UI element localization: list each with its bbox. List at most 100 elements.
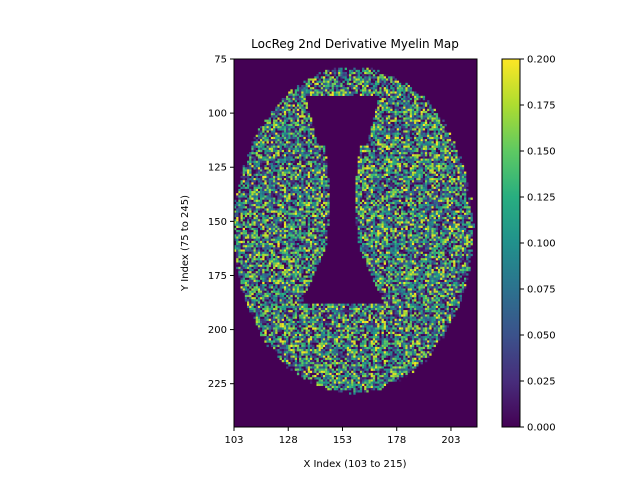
heatmap-cell: [281, 117, 285, 120]
heatmap-cell: [377, 154, 380, 157]
heatmap-cell: [301, 184, 304, 187]
heatmap-cell: [255, 232, 259, 235]
heatmap-cell: [429, 162, 432, 166]
heatmap-cell: [459, 180, 462, 183]
heatmap-cell: [431, 195, 434, 198]
heatmap-cell: [405, 223, 408, 226]
heatmap-cell: [431, 193, 434, 196]
heatmap-cell: [394, 97, 397, 101]
heatmap-cell: [377, 165, 380, 168]
heatmap-cell: [372, 134, 376, 138]
heatmap-cell: [442, 145, 445, 148]
heatmap-cell: [424, 167, 428, 170]
heatmap-cell: [392, 230, 395, 233]
heatmap-cell: [316, 199, 319, 203]
heatmap-cell: [368, 227, 371, 231]
heatmap-cell: [379, 102, 382, 105]
heatmap-cell: [277, 180, 280, 183]
heatmap-cell: [414, 134, 417, 138]
heatmap-cell: [281, 171, 285, 174]
heatmap-cell: [444, 175, 447, 179]
heatmap-cell: [390, 84, 393, 88]
heatmap-cell: [442, 175, 445, 179]
heatmap-cell: [316, 223, 319, 226]
heatmap-cell: [414, 139, 417, 142]
heatmap-cell: [314, 175, 317, 179]
heatmap-cell: [307, 91, 311, 94]
heatmap-cell: [398, 149, 402, 153]
heatmap-cell: [327, 78, 330, 81]
heatmap-cell: [381, 145, 384, 148]
heatmap-cell: [362, 145, 365, 148]
heatmap-cell: [385, 78, 389, 81]
heatmap-cell: [431, 162, 434, 166]
heatmap-cell: [260, 197, 263, 200]
heatmap-cell: [422, 206, 426, 209]
heatmap-cell: [372, 221, 376, 224]
heatmap-cell: [325, 206, 328, 209]
heatmap-cell: [242, 204, 245, 207]
heatmap-cell: [320, 160, 324, 164]
heatmap-cell: [398, 110, 402, 114]
heatmap-cell: [318, 165, 321, 168]
heatmap-cell: [383, 91, 387, 94]
heatmap-cell: [294, 154, 298, 157]
heatmap-cell: [260, 156, 263, 159]
heatmap-cell: [238, 204, 241, 207]
heatmap-cell: [448, 223, 452, 226]
heatmap-cell: [396, 165, 400, 168]
heatmap-cell: [253, 147, 256, 151]
heatmap-cell: [299, 147, 302, 151]
heatmap-cell: [240, 195, 243, 198]
heatmap-cell: [394, 234, 397, 237]
heatmap-cell: [396, 128, 400, 131]
heatmap-cell: [420, 188, 423, 192]
heatmap-cell: [405, 225, 408, 228]
heatmap-cell: [375, 93, 378, 96]
heatmap-cell: [405, 219, 408, 222]
heatmap-cell: [403, 162, 406, 166]
heatmap-cell: [403, 130, 406, 133]
heatmap-cell: [253, 204, 256, 207]
heatmap-cell: [440, 236, 443, 239]
heatmap-cell: [407, 158, 410, 161]
heatmap-cell: [381, 208, 384, 211]
heatmap-cell: [396, 130, 400, 133]
heatmap-cell: [260, 204, 263, 207]
heatmap-cell: [257, 206, 261, 209]
heatmap-cell: [368, 169, 371, 172]
heatmap-cell: [418, 136, 421, 140]
heatmap-cell: [312, 230, 315, 233]
heatmap-cell: [286, 167, 289, 170]
heatmap-cell: [409, 206, 413, 209]
heatmap-cell: [414, 204, 417, 207]
heatmap-cell: [320, 154, 324, 157]
heatmap-cell: [385, 110, 389, 114]
heatmap-cell: [405, 128, 408, 131]
heatmap-cell: [279, 204, 282, 207]
heatmap-cell: [296, 225, 300, 228]
heatmap-cell: [286, 223, 289, 226]
heatmap-cell: [316, 74, 319, 77]
heatmap-cell: [444, 134, 447, 138]
heatmap-cell: [277, 106, 280, 109]
heatmap-cell: [290, 100, 293, 103]
heatmap-cell: [238, 191, 241, 194]
heatmap-cell: [401, 110, 404, 114]
heatmap-cell: [450, 230, 454, 233]
heatmap-cell: [318, 156, 321, 159]
heatmap-cell: [379, 149, 382, 153]
heatmap-cell: [296, 221, 300, 224]
heatmap-cell: [268, 212, 272, 215]
heatmap-cell: [325, 208, 328, 211]
heatmap-cell: [320, 171, 324, 174]
heatmap-cell: [459, 184, 462, 187]
heatmap-cell: [288, 214, 291, 218]
heatmap-cell: [409, 175, 413, 179]
heatmap-cell: [307, 84, 311, 88]
heatmap-cell: [418, 169, 421, 172]
heatmap-cell: [283, 117, 287, 120]
heatmap-cell: [385, 91, 389, 94]
heatmap-cell: [292, 175, 295, 179]
heatmap-cell: [247, 169, 250, 172]
